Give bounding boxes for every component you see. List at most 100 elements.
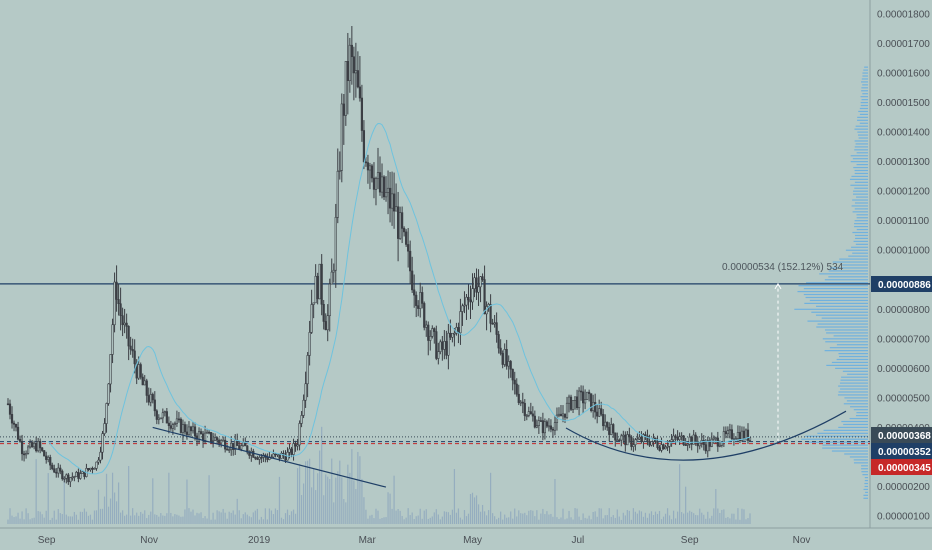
candle-body <box>736 432 740 440</box>
profile-bar <box>862 93 868 95</box>
candle-body <box>742 430 746 439</box>
volume-bar <box>240 518 242 524</box>
price-tag-368: 0.00000368 <box>871 427 932 443</box>
volume-bar <box>492 513 494 524</box>
candle-body <box>399 212 402 239</box>
candle-body <box>636 438 639 441</box>
profile-bar <box>852 231 868 234</box>
volume-bar <box>443 511 445 524</box>
profile-bar <box>861 99 868 101</box>
volume-bar <box>681 512 683 524</box>
volume-bar <box>313 468 315 524</box>
volume-bar <box>407 508 409 524</box>
volume-bar <box>27 513 29 524</box>
candle-body <box>364 161 368 164</box>
candle-body <box>680 435 683 438</box>
volume-bar <box>699 508 701 524</box>
volume-bar <box>413 519 415 524</box>
candle-body <box>183 424 187 433</box>
volume-bar <box>258 519 260 524</box>
profile-bar <box>855 415 868 417</box>
profile-bar <box>861 468 868 470</box>
volume-bar <box>743 509 745 524</box>
candle-body <box>610 424 613 435</box>
time-axis-panel[interactable] <box>0 528 932 550</box>
x-tick-label-6: Sep <box>681 535 699 546</box>
candle-body <box>300 415 303 424</box>
candle-body <box>12 422 16 425</box>
candle-body <box>149 394 152 403</box>
candle-body <box>421 292 424 304</box>
volume-bar <box>389 493 391 524</box>
candle-body <box>405 231 408 245</box>
y-tick-label-14: 0.00001500 <box>877 98 930 109</box>
candle-body <box>634 439 637 446</box>
volume-bar <box>632 508 634 524</box>
candle-body <box>374 178 378 190</box>
volume-bar <box>156 514 158 524</box>
candle-body <box>91 467 94 470</box>
volume-bar <box>652 515 655 524</box>
candle-body <box>648 441 651 446</box>
candle-body <box>413 289 416 296</box>
profile-bar <box>849 456 868 458</box>
volume-bar <box>7 519 9 524</box>
volume-bar <box>341 477 343 524</box>
volume-bar <box>339 460 341 524</box>
volume-bar <box>188 508 190 524</box>
volume-bar <box>37 511 39 524</box>
profile-bar <box>822 447 868 449</box>
profile-bar <box>832 261 868 263</box>
volume-bar <box>160 513 162 524</box>
volume-bar <box>586 518 588 524</box>
x-tick-label-5: Jul <box>571 535 584 546</box>
candle-body <box>390 193 394 209</box>
volume-bar <box>162 515 164 524</box>
volume-bar <box>142 513 144 524</box>
candle-body <box>67 474 70 483</box>
profile-bar <box>805 435 868 437</box>
profile-bar <box>844 397 868 399</box>
profile-bar <box>853 240 868 242</box>
candle-body <box>467 296 470 301</box>
volume-bar <box>115 501 118 524</box>
profile-bar <box>833 335 868 337</box>
volume-bar <box>329 478 331 524</box>
candle-body <box>507 361 510 367</box>
candle-body <box>469 299 472 303</box>
candle-body <box>664 446 667 450</box>
profile-bar <box>848 255 868 257</box>
volume-bar <box>512 518 514 524</box>
volume-bar <box>369 515 371 524</box>
volume-bar <box>578 516 580 524</box>
volume-bar <box>122 510 124 524</box>
volume-profile <box>794 66 868 499</box>
volume-bar <box>144 510 146 524</box>
candle-body <box>242 442 245 447</box>
volume-bar <box>648 513 651 524</box>
volume-bars <box>7 426 751 524</box>
volume-bar <box>483 511 486 524</box>
candle-body <box>708 440 711 447</box>
measure-tool: 0.00000534 (152.12%) 534 <box>722 262 844 442</box>
profile-bar <box>840 379 868 381</box>
volume-bar <box>154 514 156 524</box>
candle-body <box>537 420 540 426</box>
volume-bar <box>594 511 596 524</box>
profile-bar <box>856 217 868 219</box>
profile-bar <box>864 479 868 482</box>
volume-bar <box>192 509 194 524</box>
volume-bar <box>276 510 279 524</box>
volume-bar <box>733 513 735 524</box>
volume-bar <box>317 473 319 524</box>
candle-body <box>332 269 335 273</box>
candle-body <box>189 426 193 432</box>
candle-body <box>238 445 241 450</box>
volume-bar <box>138 515 140 524</box>
candle-body <box>453 332 456 335</box>
candle-body <box>212 440 215 442</box>
volume-bar <box>331 458 333 524</box>
candle-body <box>471 288 474 303</box>
volume-bar <box>522 513 524 524</box>
